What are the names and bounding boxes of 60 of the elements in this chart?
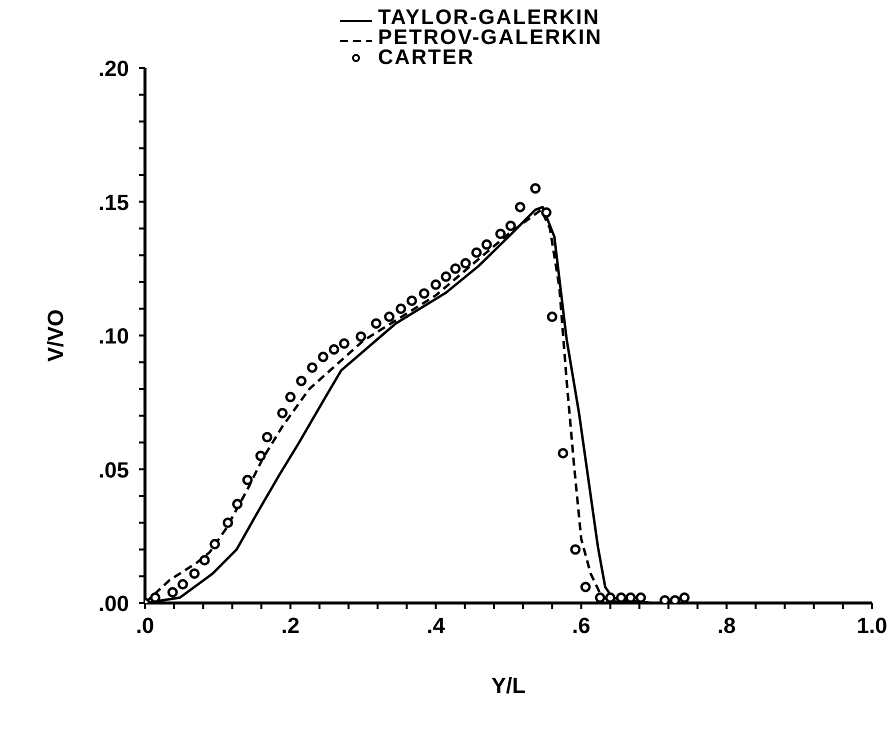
point — [546, 312, 558, 322]
y-tick-label: .15 — [98, 190, 129, 215]
point — [370, 318, 382, 329]
point — [242, 474, 253, 486]
point — [338, 338, 350, 349]
point — [580, 582, 591, 592]
x-tick-label: 1.0 — [856, 613, 888, 638]
point — [418, 288, 430, 299]
point — [356, 331, 366, 342]
point — [189, 568, 200, 579]
point — [167, 587, 178, 598]
point — [296, 376, 307, 386]
point — [660, 595, 670, 603]
point — [210, 538, 220, 550]
point — [396, 304, 406, 314]
point — [306, 362, 318, 373]
y-axis-title: V/VO — [42, 309, 68, 362]
x-tick-label: .4 — [426, 613, 446, 638]
x-tick-label: .6 — [572, 613, 590, 638]
point — [178, 579, 188, 590]
point — [440, 271, 452, 282]
point — [199, 554, 210, 566]
point — [460, 258, 471, 269]
y-tick-label: .10 — [98, 324, 129, 348]
point — [384, 312, 395, 322]
point — [277, 408, 288, 418]
point — [570, 544, 581, 555]
x-axis-title: Y/L — [491, 673, 526, 698]
point — [262, 432, 272, 442]
point — [679, 592, 690, 603]
point — [558, 448, 568, 458]
y-tick-label: .00 — [98, 591, 129, 616]
point — [605, 592, 616, 603]
point — [471, 247, 482, 258]
point — [406, 295, 418, 306]
point — [541, 207, 552, 218]
point — [481, 239, 492, 250]
point — [222, 518, 234, 528]
legend-label: CARTER — [378, 46, 474, 70]
point — [450, 263, 461, 274]
point — [328, 344, 340, 355]
x-tick-label: .0 — [136, 613, 154, 638]
point — [232, 498, 243, 510]
point — [285, 392, 296, 402]
point — [255, 450, 266, 462]
y-tick-label: .20 — [98, 56, 129, 81]
point — [430, 279, 442, 290]
point — [670, 595, 680, 603]
point — [616, 592, 626, 603]
x-tick-label: .2 — [281, 613, 300, 638]
point — [530, 183, 541, 194]
point — [495, 228, 506, 240]
legend-label: PETROV-GALERKIN — [378, 26, 602, 49]
legend-label: TAYLOR-GALERKIN — [378, 6, 600, 29]
y-tick-label: .05 — [98, 457, 129, 482]
point — [318, 352, 328, 362]
point — [514, 202, 526, 212]
point — [505, 220, 516, 232]
point — [594, 592, 606, 603]
x-tick-label: .8 — [717, 613, 736, 638]
